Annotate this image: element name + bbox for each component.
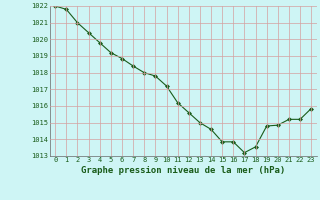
X-axis label: Graphe pression niveau de la mer (hPa): Graphe pression niveau de la mer (hPa) <box>81 166 285 175</box>
